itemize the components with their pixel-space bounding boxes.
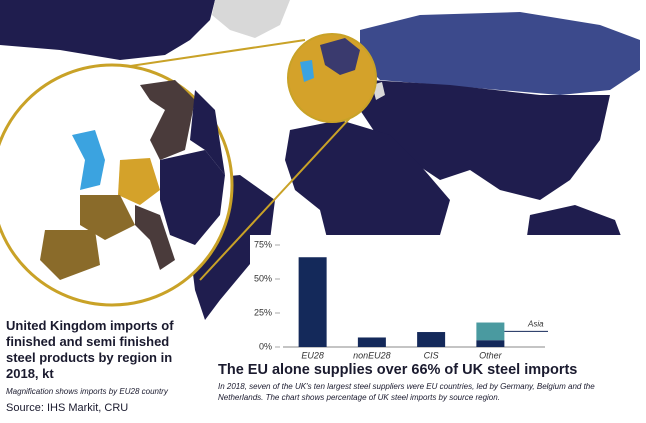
bar (476, 322, 505, 341)
bar (298, 257, 327, 347)
chart-subtitle: In 2018, seven of the UK's ten largest s… (218, 382, 595, 402)
y-tick-label: 25% (254, 307, 272, 317)
europe-inset (0, 33, 377, 307)
map-caption: United Kingdom imports of finished and s… (6, 318, 174, 381)
x-tick-label: EU28 (301, 350, 324, 360)
map-note: Magnification shows imports by EU28 coun… (6, 387, 168, 396)
source: Source: IHS Markit, CRU (6, 402, 129, 414)
y-tick-label: 0% (259, 341, 272, 351)
series-label: Asia (527, 319, 544, 328)
bar (476, 340, 505, 347)
x-tick-label: Other (479, 350, 503, 360)
x-tick-label: CIS (424, 350, 439, 360)
y-tick-label: 75% (254, 239, 272, 249)
bar (357, 337, 386, 347)
y-tick-label: 50% (254, 273, 272, 283)
bar (417, 332, 446, 347)
chart-title: The EU alone supplies over 66% of UK ste… (218, 362, 578, 378)
x-tick-label: nonEU28 (353, 350, 391, 360)
